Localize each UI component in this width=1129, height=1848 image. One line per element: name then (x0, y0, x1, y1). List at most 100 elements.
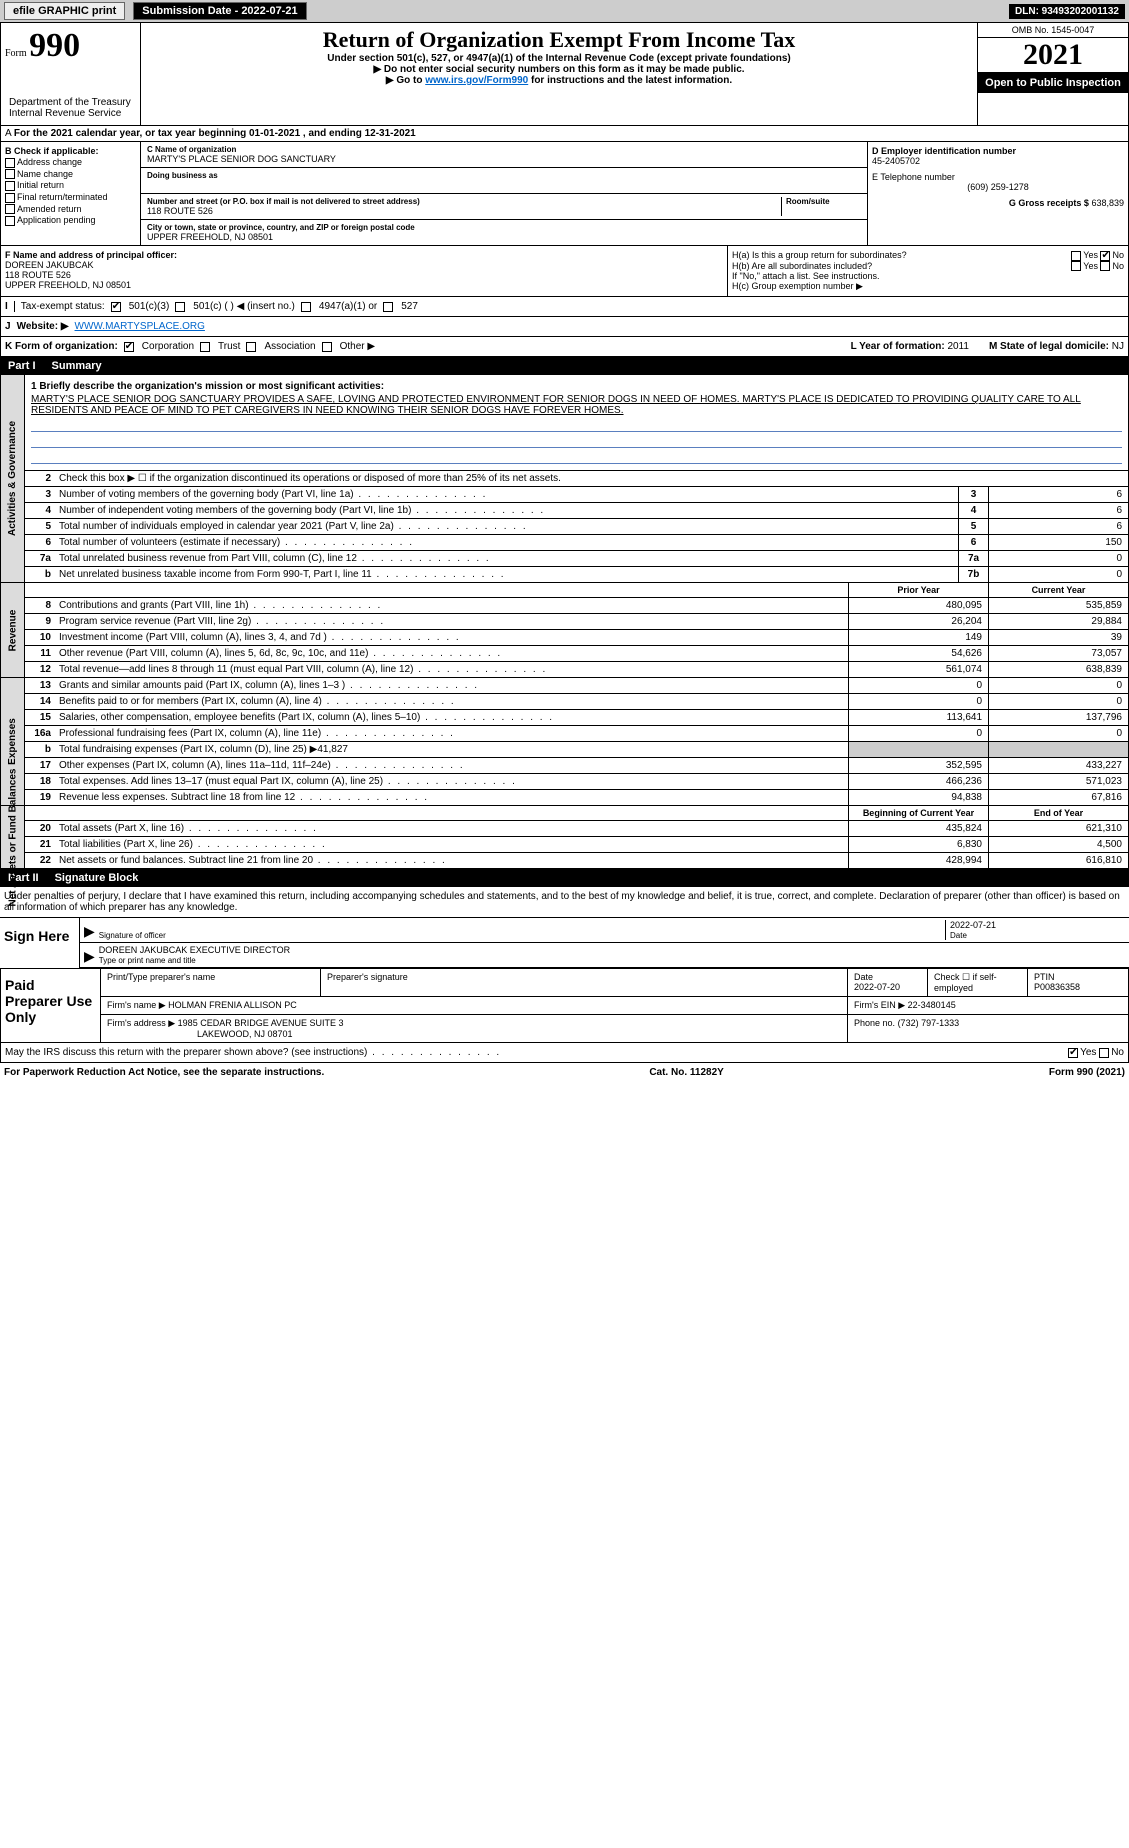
cb-corporation[interactable] (124, 342, 134, 352)
perjury-declaration: Under penalties of perjury, I declare th… (0, 887, 1129, 917)
sign-arrow-icon-2: ▶ (84, 948, 95, 965)
sign-date-label: Date (950, 931, 967, 940)
cb-trust[interactable] (200, 342, 210, 352)
summary-row: 5Total number of individuals employed in… (25, 519, 1128, 535)
calendar-year-row: A For the 2021 calendar year, or tax yea… (0, 126, 1129, 142)
summary-row: bNet unrelated business taxable income f… (25, 567, 1128, 582)
officer-addr1: 118 ROUTE 526 (5, 270, 723, 280)
ha-yesno[interactable]: Yes No (1071, 250, 1124, 261)
net-vlabel: Net Assets or Fund Balances (1, 806, 25, 868)
summary-row: 10Investment income (Part VIII, column (… (25, 630, 1128, 646)
hb-yesno[interactable]: Yes No (1071, 261, 1124, 272)
cb-name-change[interactable]: Name change (5, 169, 136, 180)
box-b-header: B Check if applicable: (5, 146, 136, 156)
opt-assoc: Association (264, 341, 315, 352)
firm-addr2: LAKEWOOD, NJ 08701 (107, 1029, 293, 1039)
cb-address-change[interactable]: Address change (5, 157, 136, 168)
website-row: J Website: ▶ WWW.MARTYSPLACE.ORG (0, 317, 1129, 337)
prep-date-header: Date (854, 972, 873, 982)
summary-row: 8Contributions and grants (Part VIII, li… (25, 598, 1128, 614)
irs-discuss-row: May the IRS discuss this return with the… (0, 1043, 1129, 1063)
service-a-prefix: A (5, 128, 14, 139)
cb-501c[interactable] (175, 302, 185, 312)
end-year-header: End of Year (988, 806, 1128, 820)
note2-pre: ▶ Go to (386, 75, 425, 86)
cb-amended-return[interactable]: Amended return (5, 204, 136, 215)
ptin-value: P00836358 (1034, 982, 1080, 992)
opt-527: 527 (401, 301, 418, 312)
cb-application-pending[interactable]: Application pending (5, 215, 136, 226)
opt-trust: Trust (218, 341, 240, 352)
cb-association[interactable] (246, 342, 256, 352)
submission-date-button[interactable]: Submission Date - 2022-07-21 (133, 2, 306, 20)
beginning-year-header: Beginning of Current Year (848, 806, 988, 820)
current-year-header: Current Year (988, 583, 1128, 597)
org-name-label: C Name of organization (147, 145, 861, 154)
part1-num: Part I (8, 360, 36, 372)
signature-officer-label: Signature of officer (99, 931, 166, 940)
korg-label: K Form of organization: (5, 341, 118, 352)
cat-number: Cat. No. 11282Y (649, 1067, 723, 1078)
efile-label: efile GRAPHIC print (4, 2, 125, 20)
tax-status-row: I Tax-exempt status: 501(c)(3) 501(c) ( … (0, 297, 1129, 317)
dba-label: Doing business as (147, 171, 861, 180)
part2-title: Signature Block (55, 872, 139, 884)
firm-phone-label: Phone no. (854, 1018, 895, 1028)
summary-row: 14Benefits paid to or for members (Part … (25, 694, 1128, 710)
box-b: B Check if applicable: Address change Na… (1, 142, 141, 245)
note2-post: for instructions and the latest informat… (528, 75, 732, 86)
irs-discuss-yesno[interactable]: Yes No (1068, 1047, 1124, 1058)
self-employed-check[interactable]: Check ☐ if self-employed (928, 969, 1028, 996)
tax-status-label: Tax-exempt status: (21, 301, 105, 312)
summary-row: 11Other revenue (Part VIII, column (A), … (25, 646, 1128, 662)
prior-year-header: Prior Year (848, 583, 988, 597)
street-address: 118 ROUTE 526 (147, 206, 781, 216)
firm-ein: 22-3480145 (908, 1000, 956, 1010)
summary-row: 15Salaries, other compensation, employee… (25, 710, 1128, 726)
form-header: Form 990 Department of the Treasury Inte… (0, 22, 1129, 126)
omb-number: OMB No. 1545-0047 (978, 23, 1128, 38)
paid-preparer-block: Paid Preparer Use Only Print/Type prepar… (0, 968, 1129, 1043)
cb-501c3[interactable] (111, 302, 121, 312)
form-footer-label: Form 990 (2021) (1049, 1067, 1125, 1078)
opt-501c: 501(c) ( ) ◀ (insert no.) (193, 301, 295, 312)
city-label: City or town, state or province, country… (147, 223, 861, 232)
officer-addr2: UPPER FREEHOLD, NJ 08501 (5, 280, 723, 290)
governance-section: Activities & Governance 1 Briefly descri… (0, 375, 1129, 583)
opt-other: Other ▶ (340, 341, 375, 352)
hb-note: If "No," attach a list. See instructions… (732, 271, 1124, 281)
website-label: Website: ▶ (17, 321, 69, 332)
website-link[interactable]: WWW.MARTYSPLACE.ORG (75, 321, 205, 332)
summary-row: 19Revenue less expenses. Subtract line 1… (25, 790, 1128, 805)
revenue-section: Revenue Prior Year Current Year 8Contrib… (0, 583, 1129, 678)
sign-here-block: Sign Here ▶ Signature of officer 2022-07… (0, 917, 1129, 968)
cb-final-return[interactable]: Final return/terminated (5, 192, 136, 203)
hc-label: H(c) Group exemption number ▶ (732, 281, 1124, 292)
summary-row: 12Total revenue—add lines 8 through 11 (… (25, 662, 1128, 677)
summary-row: bTotal fundraising expenses (Part IX, co… (25, 742, 1128, 758)
cb-4947[interactable] (301, 302, 311, 312)
irs-link[interactable]: www.irs.gov/Form990 (425, 75, 528, 86)
cb-527[interactable] (383, 302, 393, 312)
officer-group-row: F Name and address of principal officer:… (0, 246, 1129, 297)
ein-value: 45-2405702 (872, 156, 1124, 166)
summary-row: 4Number of independent voting members of… (25, 503, 1128, 519)
cb-other[interactable] (322, 342, 332, 352)
telephone-label: E Telephone number (872, 172, 1124, 182)
irs-discuss-question: May the IRS discuss this return with the… (5, 1047, 501, 1058)
gross-receipts-label: G Gross receipts $ (1009, 198, 1089, 208)
firm-addr-label: Firm's address ▶ (107, 1018, 175, 1028)
box-c: C Name of organization MARTY'S PLACE SEN… (141, 142, 868, 245)
principal-officer-label: F Name and address of principal officer: (5, 250, 723, 260)
prep-name-header: Print/Type preparer's name (101, 969, 321, 996)
revenue-header: Prior Year Current Year (25, 583, 1128, 598)
prep-header-row: Print/Type preparer's name Preparer's si… (101, 969, 1128, 997)
department-label: Department of the Treasury Internal Reve… (5, 95, 136, 121)
mission-text: MARTY'S PLACE SENIOR DOG SANCTUARY PROVI… (31, 394, 1122, 416)
year-formation-label: L Year of formation: (851, 341, 945, 352)
summary-row: 9Program service revenue (Part VIII, lin… (25, 614, 1128, 630)
summary-row: 7aTotal unrelated business revenue from … (25, 551, 1128, 567)
sign-here-label: Sign Here (0, 918, 80, 968)
cb-initial-return[interactable]: Initial return (5, 180, 136, 191)
officer-name: DOREEN JAKUBCAK (5, 260, 723, 270)
